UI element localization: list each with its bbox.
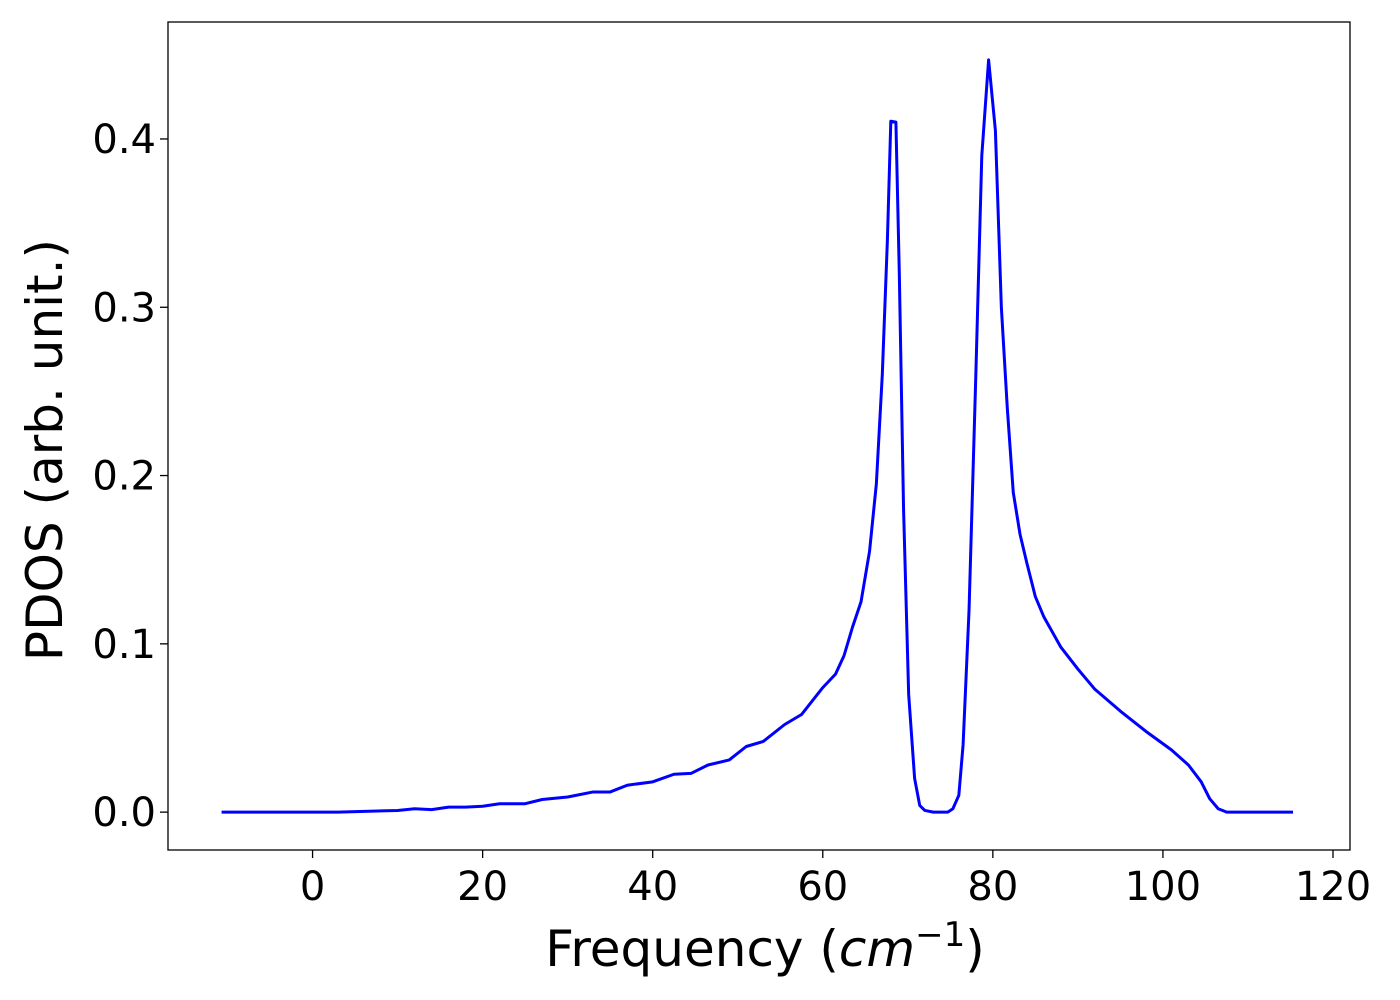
y-tick-label: 0.4 <box>92 117 156 163</box>
y-axis-title: PDOS (arb. unit.) <box>16 239 74 661</box>
x-axis-title: Frequency (cm−1) <box>545 915 985 978</box>
plot-area <box>221 58 1294 814</box>
x-tick-label: 0 <box>300 864 325 910</box>
x-tick-label: 80 <box>967 864 1018 910</box>
y-axis: 0.0 0.1 0.2 0.3 0.4 <box>92 117 168 836</box>
x-tick-label: 20 <box>457 864 508 910</box>
x-tick-label: 40 <box>627 864 678 910</box>
x-tick-label: 100 <box>1125 864 1201 910</box>
y-tick-label: 0.1 <box>92 622 156 668</box>
y-tick-label: 0.0 <box>92 790 156 836</box>
x-axis: 0 20 40 60 80 100 120 <box>300 850 1371 910</box>
x-tick-label: 120 <box>1295 864 1371 910</box>
y-tick-label: 0.2 <box>92 454 156 500</box>
y-tick-label: 0.3 <box>92 285 156 331</box>
x-tick-label: 60 <box>797 864 848 910</box>
plot-frame <box>167 21 1351 851</box>
pdos-series-line <box>221 58 1294 814</box>
